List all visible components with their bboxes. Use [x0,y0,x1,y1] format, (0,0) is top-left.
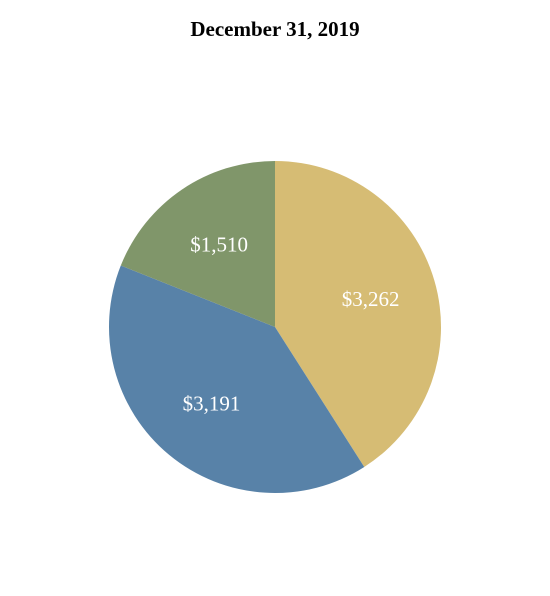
pie-slice-2 [109,265,365,494]
slice-label-2: $3,191 [183,392,241,416]
pie-slices [109,161,441,494]
pie-slice-1 [275,161,441,467]
slice-labels: $3,262 $3,191 $1,510 [183,233,400,416]
pie-slice-3 [120,161,275,327]
slice-label-1: $3,262 [342,287,400,311]
slice-label-3: $1,510 [190,233,248,257]
chart-title: December 31, 2019 [190,17,360,41]
